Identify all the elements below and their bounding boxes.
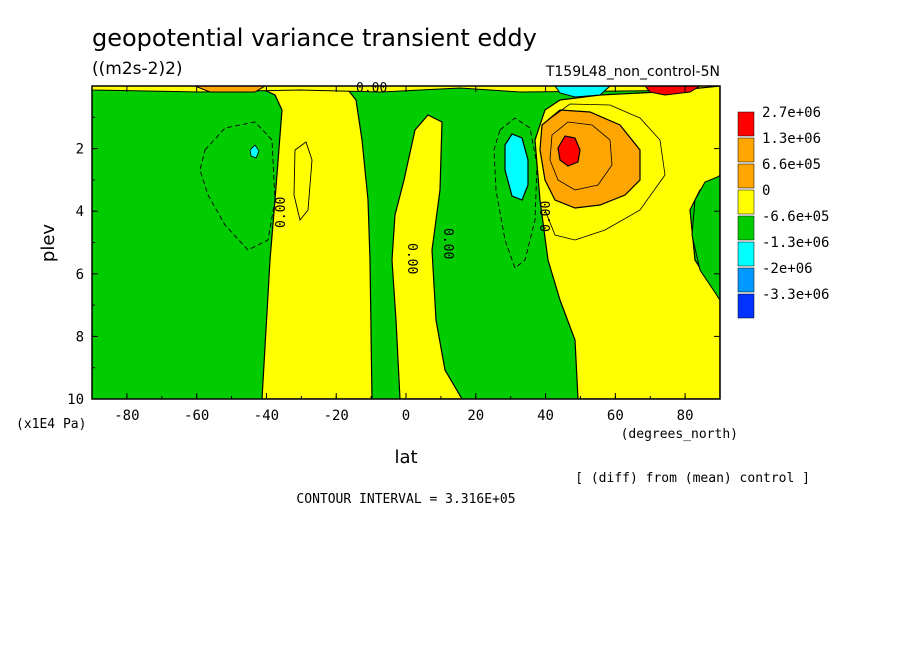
negative-contour-30n: [493, 117, 538, 269]
negative-low-spot: [249, 144, 260, 159]
positive-contour-30s: [293, 141, 313, 221]
legend-swatch: [737, 163, 755, 189]
x-tick-label: 80: [677, 408, 694, 424]
contour-label-40s: 0.00: [274, 197, 289, 228]
x-tick-label: -60: [184, 408, 209, 424]
legend-label: -1.3e+06: [762, 235, 829, 251]
positive-contour-outer: [544, 103, 666, 241]
contour-label-10n: 0.00: [440, 228, 455, 259]
contour-interval: CONTOUR INTERVAL = 3.316E+05: [296, 492, 515, 507]
y-axis-title: plev: [38, 224, 59, 263]
legend-swatch: [737, 267, 755, 293]
negative-low-region: [504, 133, 529, 201]
negative-region-east: [691, 175, 720, 301]
positive-high-region: [539, 109, 641, 209]
y-axis: 2 4 6 8 10: [67, 116, 720, 408]
legend-label: 0: [762, 183, 770, 199]
positive-region-south: [179, 86, 373, 399]
x-tick-label: 40: [537, 408, 554, 424]
x-axis-title: lat: [394, 447, 417, 468]
legend-label: -3.3e+06: [762, 287, 829, 303]
legend-label: 2.7e+06: [762, 105, 821, 121]
run-label: T159L48_non_control-5N: [545, 64, 720, 80]
contour-label-0: 0.00: [404, 243, 419, 274]
legend-label: 1.3e+06: [762, 131, 821, 147]
x-tick-label: 60: [607, 408, 624, 424]
color-legend: 2.7e+06 1.3e+06 6.6e+05 0 -6.6e+05 -1.3e+06 -2…: [737, 105, 829, 319]
positive-high-region-top: [194, 86, 266, 93]
legend-swatch: [737, 215, 755, 241]
legend-swatch: [737, 111, 755, 137]
max-region: [557, 135, 581, 167]
x-axis-units: (degrees_north): [621, 427, 738, 442]
contour-label-38n: 0.00: [539, 201, 554, 232]
x-tick-label: -80: [114, 408, 139, 424]
x-tick-label: 0: [402, 408, 410, 424]
x-tick-label: 20: [467, 408, 484, 424]
plot-area: [92, 86, 720, 399]
negative-contour-50s: [199, 121, 276, 251]
diff-note: [ (diff) from (mean) control ]: [575, 471, 810, 486]
legend-label: 6.6e+05: [762, 157, 821, 173]
x-axis: -80 -60 -40 -20 0 20 40 60 80: [91, 86, 721, 424]
legend-label: -6.6e+05: [762, 209, 829, 225]
x-tick-label: -20: [324, 408, 349, 424]
y-axis-units: (x1E4 Pa): [16, 417, 86, 432]
legend-swatch: [737, 241, 755, 267]
legend-swatch: [737, 293, 755, 319]
contour-labels: 0.00 0.00 0.00 0.00 0.00: [274, 81, 554, 274]
positive-high-inner-contour: [549, 121, 613, 191]
y-tick-label: 4: [76, 204, 84, 220]
y-tick-label: 8: [76, 329, 84, 345]
max-region-top: [644, 86, 701, 96]
y-tick-label: 10: [67, 392, 84, 408]
units-label: ((m2s-2)2): [92, 59, 183, 79]
x-tick-label: -40: [254, 408, 279, 424]
contour-label-top: 0.00: [356, 81, 387, 96]
negative-low-region-top: [554, 86, 611, 98]
positive-region-equator: [391, 114, 463, 399]
y-tick-label: 2: [76, 142, 84, 158]
legend-swatch: [737, 137, 755, 163]
chart-title: geopotential variance transient eddy: [92, 24, 537, 52]
y-tick-label: 6: [76, 267, 84, 283]
legend-label: -2e+06: [762, 261, 813, 277]
legend-swatch: [737, 189, 755, 215]
